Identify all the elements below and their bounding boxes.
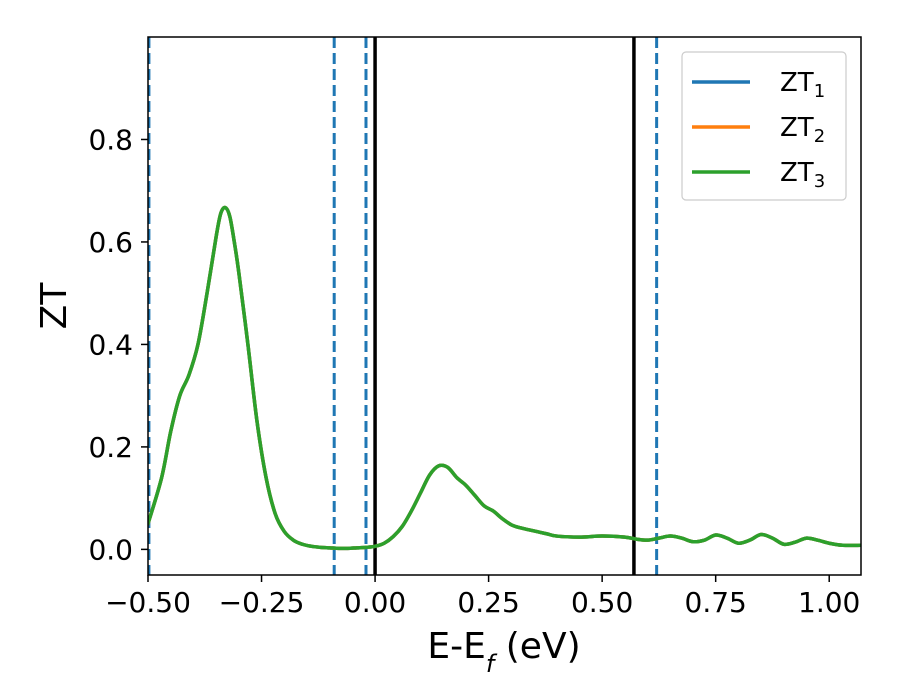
x-tick-label: 0.75 (685, 586, 747, 619)
plot-frame (147, 36, 862, 576)
x-tick-label: 0.25 (457, 586, 519, 619)
y-tick-label: 0.8 (88, 123, 133, 156)
y-tick-label: 0.6 (88, 226, 133, 259)
legend-label-zt2: ZT2 (780, 113, 825, 147)
y-tick-label: 0.2 (88, 431, 133, 464)
reference-lines (148, 37, 659, 575)
y-axis-label: ZT (34, 282, 75, 330)
x-axis-label: E-Ef (eV) (427, 626, 580, 678)
legend-frame (681, 51, 847, 201)
x-tick-label: 0.00 (344, 586, 406, 619)
legend-label-zt3: ZT3 (780, 158, 825, 192)
x-axis: −0.50 −0.25 0.00 0.25 0.50 0.75 1.00 (105, 575, 860, 619)
y-tick-label: 0.0 (88, 533, 133, 566)
x-tick-label: 1.00 (798, 586, 860, 619)
legend: ZT1 ZT2 ZT3 (681, 51, 847, 201)
x-tick-label: 0.50 (571, 586, 633, 619)
x-tick-label: −0.50 (105, 586, 191, 619)
y-tick-label: 0.4 (88, 328, 133, 361)
x-tick-label: −0.25 (219, 586, 305, 619)
y-axis: 0.0 0.2 0.4 0.6 0.8 (88, 123, 148, 566)
series-lines (148, 205, 861, 551)
legend-label-zt1: ZT1 (780, 68, 825, 102)
series-line-zt3 (148, 205, 861, 551)
